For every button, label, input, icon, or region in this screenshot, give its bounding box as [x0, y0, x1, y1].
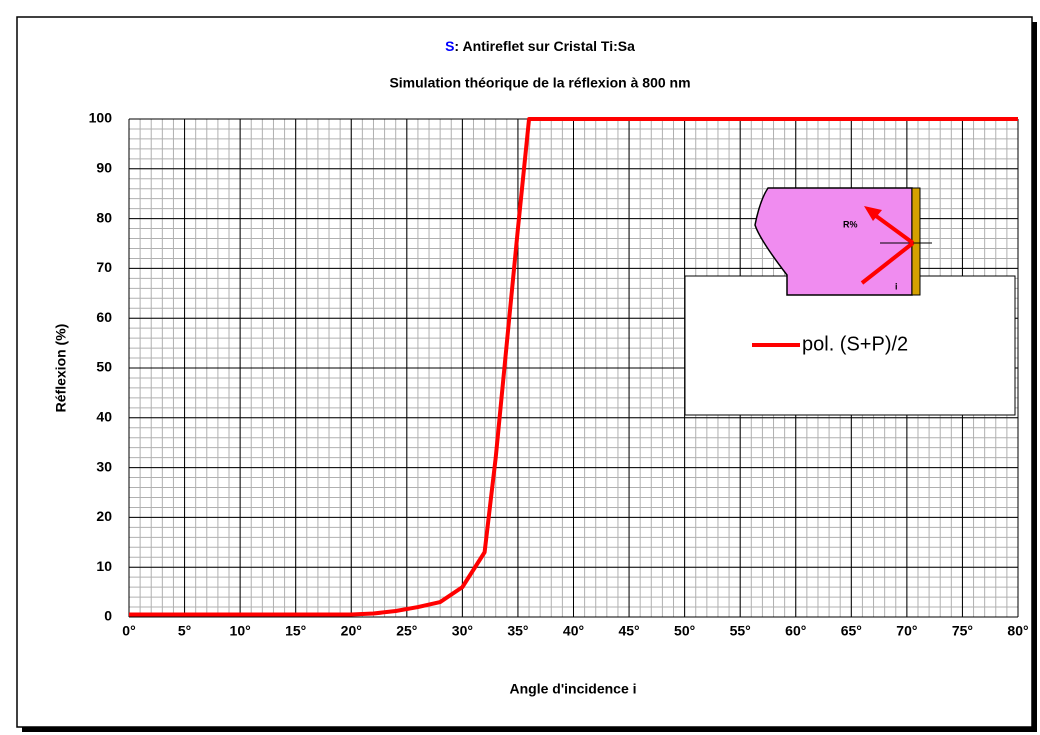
y-tick-label: 70 [96, 259, 112, 275]
x-tick-label: 45° [618, 623, 639, 639]
x-tick-label: 80° [1007, 623, 1028, 639]
x-tick-label: 55° [730, 623, 751, 639]
data-line [129, 117, 1018, 617]
x-tick-label: 50° [674, 623, 695, 639]
x-tick-label: 10° [230, 623, 251, 639]
x-tick-label: 15° [285, 623, 306, 639]
y-tick-label: 100 [89, 110, 113, 126]
y-tick-label: 90 [96, 160, 112, 176]
x-tick-label: 60° [785, 623, 806, 639]
title-text: : Antireflet sur Cristal Ti:Sa [454, 38, 635, 54]
x-tick-label: 25° [396, 623, 417, 639]
x-tick-label: 20° [341, 623, 362, 639]
x-tick-label: 70° [896, 623, 917, 639]
y-tick-label: 0 [104, 608, 112, 624]
chart-title: S: Antireflet sur Cristal Ti:Sa [445, 38, 635, 54]
y-tick-label: 60 [96, 309, 112, 325]
x-tick-label: 35° [507, 623, 528, 639]
arrow-head [864, 206, 882, 221]
reflected-ray [870, 211, 915, 245]
x-tick-label: 30° [452, 623, 473, 639]
title-marker: S [445, 38, 454, 54]
y-tick-label: 40 [96, 409, 112, 425]
reflect-label: R% [843, 219, 858, 229]
legend-box [684, 275, 1016, 416]
y-tick-label: 30 [96, 458, 112, 474]
x-tick-label: 5° [178, 623, 191, 639]
x-axis-title: Angle d'incidence i [509, 681, 636, 697]
angle-label: i [895, 281, 898, 291]
legend: pol. (S+P)/2 [752, 333, 908, 355]
chart-subtitle: Simulation théorique de la réflexion à 8… [389, 75, 690, 91]
y-tick-label: 10 [96, 558, 112, 574]
x-tick-label: 40° [563, 623, 584, 639]
inset-illustration: R% i [754, 187, 932, 296]
x-tick-label: 65° [841, 623, 862, 639]
y-tick-label: 50 [96, 359, 112, 375]
y-axis-title: Réflexion (%) [53, 324, 69, 413]
plot [129, 117, 1018, 617]
incident-ray [860, 241, 915, 285]
legend-label: pol. (S+P)/2 [802, 333, 908, 355]
x-tick-label: 0° [122, 623, 135, 639]
y-tick-label: 20 [96, 508, 112, 524]
y-tick-label: 80 [96, 209, 112, 225]
x-tick-label: 75° [952, 623, 973, 639]
